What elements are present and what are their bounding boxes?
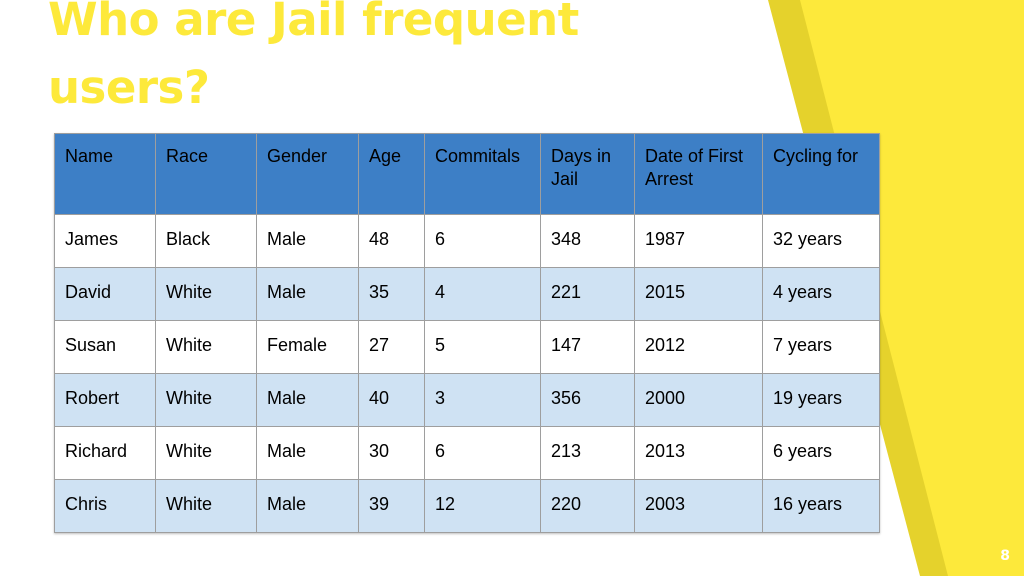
- cell-cycling-for: 7 years: [762, 320, 880, 374]
- table-row: Richard White Male 30 6 213 2013 6 years: [54, 426, 880, 480]
- cell-date-of-first-arrest: 2013: [634, 426, 763, 480]
- cell-race: White: [155, 426, 257, 480]
- cell-date-of-first-arrest: 2012: [634, 320, 763, 374]
- cell-commitals: 4: [424, 267, 541, 321]
- header-commitals: Commitals: [424, 133, 541, 215]
- cell-name: Richard: [54, 426, 156, 480]
- cell-commitals: 3: [424, 373, 541, 427]
- cell-race: White: [155, 479, 257, 533]
- cell-name: James: [54, 214, 156, 268]
- table-row: Chris White Male 39 12 220 2003 16 years: [54, 479, 880, 533]
- cell-age: 30: [358, 426, 425, 480]
- header-race: Race: [155, 133, 257, 215]
- cell-cycling-for: 19 years: [762, 373, 880, 427]
- cell-days-in-jail: 348: [540, 214, 635, 268]
- cell-commitals: 6: [424, 214, 541, 268]
- cell-gender: Male: [256, 267, 359, 321]
- cell-race: Black: [155, 214, 257, 268]
- cell-age: 35: [358, 267, 425, 321]
- header-name: Name: [54, 133, 156, 215]
- cell-gender: Male: [256, 479, 359, 533]
- cell-date-of-first-arrest: 1987: [634, 214, 763, 268]
- cell-date-of-first-arrest: 2015: [634, 267, 763, 321]
- cell-cycling-for: 16 years: [762, 479, 880, 533]
- cell-commitals: 6: [424, 426, 541, 480]
- cell-cycling-for: 32 years: [762, 214, 880, 268]
- table-row: James Black Male 48 6 348 1987 32 years: [54, 214, 880, 268]
- title-line-1: Who are Jail frequent: [48, 0, 579, 46]
- cell-commitals: 12: [424, 479, 541, 533]
- cell-gender: Male: [256, 373, 359, 427]
- header-date-of-first-arrest: Date of First Arrest: [634, 133, 763, 215]
- page-title: Who are Jail frequent users?: [48, 0, 579, 122]
- cell-cycling-for: 4 years: [762, 267, 880, 321]
- cell-race: White: [155, 267, 257, 321]
- cell-age: 48: [358, 214, 425, 268]
- header-age: Age: [358, 133, 425, 215]
- cell-race: White: [155, 373, 257, 427]
- cell-date-of-first-arrest: 2000: [634, 373, 763, 427]
- header-cycling-for: Cycling for: [762, 133, 880, 215]
- cell-name: David: [54, 267, 156, 321]
- page-number: 8: [1000, 548, 1010, 564]
- cell-gender: Male: [256, 214, 359, 268]
- cell-days-in-jail: 220: [540, 479, 635, 533]
- cell-days-in-jail: 221: [540, 267, 635, 321]
- title-line-2: users?: [48, 61, 210, 114]
- cell-name: Susan: [54, 320, 156, 374]
- cell-days-in-jail: 147: [540, 320, 635, 374]
- header-days-in-jail: Days in Jail: [540, 133, 635, 215]
- cell-race: White: [155, 320, 257, 374]
- table-row: David White Male 35 4 221 2015 4 years: [54, 267, 880, 321]
- cell-age: 39: [358, 479, 425, 533]
- cell-date-of-first-arrest: 2003: [634, 479, 763, 533]
- table-header-row: Name Race Gender Age Commitals Days in J…: [54, 133, 880, 215]
- cell-name: Chris: [54, 479, 156, 533]
- cell-cycling-for: 6 years: [762, 426, 880, 480]
- table-row: Robert White Male 40 3 356 2000 19 years: [54, 373, 880, 427]
- cell-age: 27: [358, 320, 425, 374]
- cell-gender: Female: [256, 320, 359, 374]
- cell-days-in-jail: 213: [540, 426, 635, 480]
- cell-age: 40: [358, 373, 425, 427]
- cell-gender: Male: [256, 426, 359, 480]
- jail-users-table: Name Race Gender Age Commitals Days in J…: [54, 133, 880, 533]
- cell-days-in-jail: 356: [540, 373, 635, 427]
- cell-name: Robert: [54, 373, 156, 427]
- table-row: Susan White Female 27 5 147 2012 7 years: [54, 320, 880, 374]
- cell-commitals: 5: [424, 320, 541, 374]
- header-gender: Gender: [256, 133, 359, 215]
